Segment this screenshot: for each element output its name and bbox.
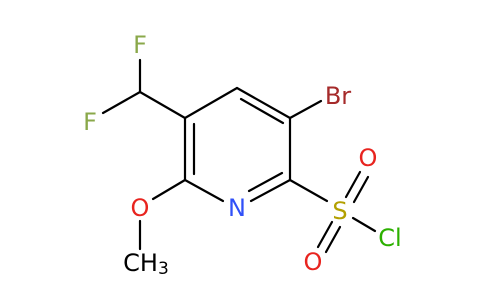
atom-label: O <box>304 248 323 276</box>
bond <box>316 220 334 249</box>
bond <box>183 178 225 203</box>
atom-label: Br <box>325 82 351 110</box>
bond <box>288 99 323 120</box>
atom-label: N <box>228 194 246 222</box>
atom-label: Cl <box>378 224 401 252</box>
bond <box>235 86 292 120</box>
atom-label: O <box>359 144 378 172</box>
bond <box>249 178 292 203</box>
bond <box>324 225 342 254</box>
bond <box>247 171 284 193</box>
bond <box>101 90 142 115</box>
bond <box>351 216 377 233</box>
atom-labels: Br F F O N S O O Cl CH3 <box>83 31 402 279</box>
methyl-subscript: 3 <box>158 259 169 279</box>
bond <box>183 86 239 120</box>
bond <box>138 90 187 120</box>
bond <box>352 175 370 204</box>
atom-label: O <box>131 194 150 222</box>
methyl-label: CH3 <box>123 249 169 279</box>
bond <box>288 178 329 203</box>
bonds <box>101 58 377 254</box>
atom-label: F <box>133 31 147 59</box>
bond <box>151 178 187 201</box>
bond <box>344 170 362 199</box>
atom-label: S <box>332 197 347 225</box>
atom-label: F <box>83 108 97 136</box>
methyl-text: CH <box>123 249 158 277</box>
bond <box>239 97 285 125</box>
